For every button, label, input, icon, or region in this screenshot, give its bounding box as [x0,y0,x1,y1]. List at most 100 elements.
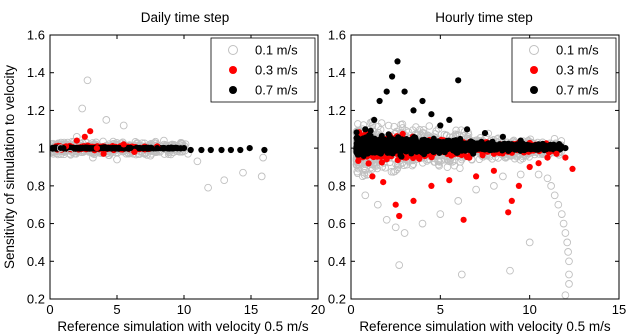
hourly-cloud-mark [544,144,551,151]
hourly-cloud-mark [470,150,477,157]
hourly-legend-marker [530,66,538,74]
daily-ytick-label: 0.2 [27,292,45,307]
panel-hourly-title: Hourly time step [435,10,533,25]
hourly-point [464,126,471,133]
hourly-cloud-mark [453,143,460,150]
hourly-point [376,97,383,105]
daily-xtick-label: 5 [113,302,120,317]
hourly-point [361,191,370,200]
daily-ytick-label: 1.6 [27,28,45,43]
hourly-point [516,170,525,179]
panel-daily-xlabel: Reference simulation with velocity 0.5 m… [57,319,309,334]
daily-series-1 [63,128,161,157]
hourly-point [473,173,480,180]
hourly-point [446,116,453,123]
hourly-ytick-label: 0.6 [328,216,346,231]
daily-point [102,116,111,124]
daily-point [227,146,234,154]
daily-point [66,149,74,158]
hourly-cloud-mark [429,145,435,152]
hourly-point [508,197,515,204]
panel-hourly-xlabel: Reference simulation with velocity 0.5 m… [359,319,611,334]
hourly-series-1 [369,150,576,223]
hourly-point [389,73,396,80]
hourly-cloud-mark [378,159,385,166]
hourly-legend-label: 0.3 m/s [556,63,599,78]
hourly-point [565,280,573,288]
panel-hourly-ticks: 0 5 10 15 0.2 0.4 0.6 0.8 1 1.2 1.4 1.6 [328,28,626,318]
hourly-point [535,141,542,148]
hourly-cloud-mark [414,142,421,149]
hourly-cloud-mark [452,126,460,135]
hourly-point [550,191,559,200]
hourly-cloud-mark [437,138,443,145]
hourly-legend-label: 0.1 m/s [556,43,599,58]
hourly-cloud-mark [354,151,361,158]
hourly-cloud-mark [398,153,405,160]
hourly-cloud-mark [487,145,494,152]
hourly-series-2 [362,58,569,152]
hourly-cloud-mark [357,147,364,154]
hourly-point [401,88,408,95]
hourly-point [561,291,570,299]
hourly-point [457,270,466,279]
hourly-point [460,216,467,223]
hourly-cloud-mark [354,120,362,128]
hourly-cloud-mark [402,160,411,169]
hourly-point [437,122,444,129]
daily-cloud-mark [174,144,181,151]
panel-daily-plot [50,76,268,192]
daily-ytick-label: 1 [38,141,45,156]
hourly-cloud-mark [374,122,382,131]
hourly-point [446,177,453,184]
hourly-point [499,172,507,181]
hourly-legend-marker [529,45,539,55]
hourly-point [362,126,369,133]
daily-point [146,151,155,160]
hourly-cloud-mark [388,136,395,143]
daily-point [83,76,92,85]
panel-daily-title: Daily time step [141,10,230,25]
hourly-cloud-mark [405,145,412,152]
hourly-cloud-mark [398,137,405,144]
hourly-point [499,133,506,140]
hourly-point [525,238,534,247]
daily-point [60,145,67,152]
hourly-cloud-mark [360,171,369,180]
daily-point [87,128,94,135]
daily-point [113,155,121,164]
hourly-xtick-label: 15 [612,302,626,317]
hourly-series-0 [361,170,573,299]
hourly-cloud-mark [443,163,452,171]
hourly-cloud-mark [411,134,418,140]
hourly-cloud-mark [441,149,448,156]
hourly-point [526,163,533,171]
hourly-point [380,179,387,186]
hourly-point [436,210,445,218]
hourly-ytick-label: 1.2 [328,103,346,118]
hourly-cloud-mark [457,135,464,142]
daily-ytick-label: 0.6 [27,216,45,231]
hourly-point [391,223,400,232]
daily-legend-label: 0.1 m/s [255,43,298,58]
hourly-point [383,88,390,95]
hourly-ytick-label: 1 [339,141,346,156]
hourly-point [553,143,560,150]
panel-hourly: Hourly time step 0 5 10 15 0.2 0.4 0.6 0.8 1 1.2 1… [328,10,626,334]
daily-point [259,153,267,162]
hourly-cloud-mark [365,160,372,167]
daily-point [120,141,127,148]
hourly-point [562,145,569,152]
daily-point [87,145,94,152]
hourly-cloud-mark [386,140,393,147]
daily-point [187,146,194,154]
hourly-point [517,137,524,144]
daily-legend-marker [229,66,237,74]
hourly-cloud-mark [430,135,437,142]
hourly-cloud-mark [381,141,388,148]
daily-ytick-label: 0.4 [27,254,45,269]
hourly-cloud-mark [363,137,370,144]
hourly-point [418,219,427,228]
hourly-point [481,130,489,137]
hourly-point [369,173,376,180]
